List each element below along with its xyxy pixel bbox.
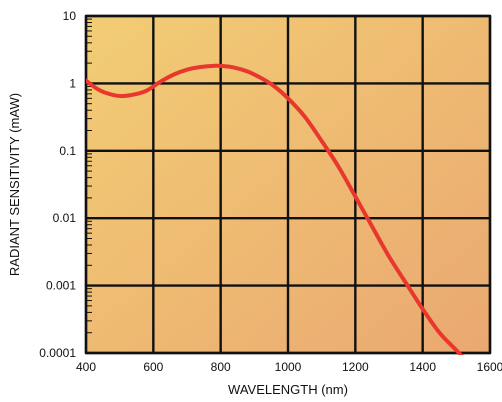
y-tick-label: 1 — [69, 76, 76, 90]
x-tick-label: 1400 — [409, 360, 436, 374]
series-group — [86, 63, 464, 355]
series-line-0 — [86, 63, 464, 355]
x-tick-label: 400 — [76, 360, 96, 374]
x-axis-title: WAVELENGTH (nm) — [228, 382, 348, 397]
y-tick-label: 0.001 — [46, 279, 76, 293]
y-tick-label: 0.01 — [53, 211, 77, 225]
x-tick-label: 600 — [143, 360, 163, 374]
x-tick-label: 800 — [211, 360, 231, 374]
plot-frame — [84, 14, 492, 355]
x-tick-label: 1600 — [477, 360, 502, 374]
y-tick-label: 10 — [63, 9, 77, 23]
x-tick-labels: 400 600 800 1000 1200 1400 1600 — [76, 360, 502, 374]
x-tick-label: 1200 — [342, 360, 369, 374]
y-axis-title: RADIANT SENSITIVITY (mAW) — [7, 93, 22, 276]
x-tick-label: 1000 — [275, 360, 302, 374]
y-tick-label: 0.0001 — [39, 346, 76, 360]
y-tick-labels: 0.0001 0.001 0.01 0.1 1 10 — [39, 9, 76, 360]
y-tick-label: 0.1 — [59, 144, 76, 158]
